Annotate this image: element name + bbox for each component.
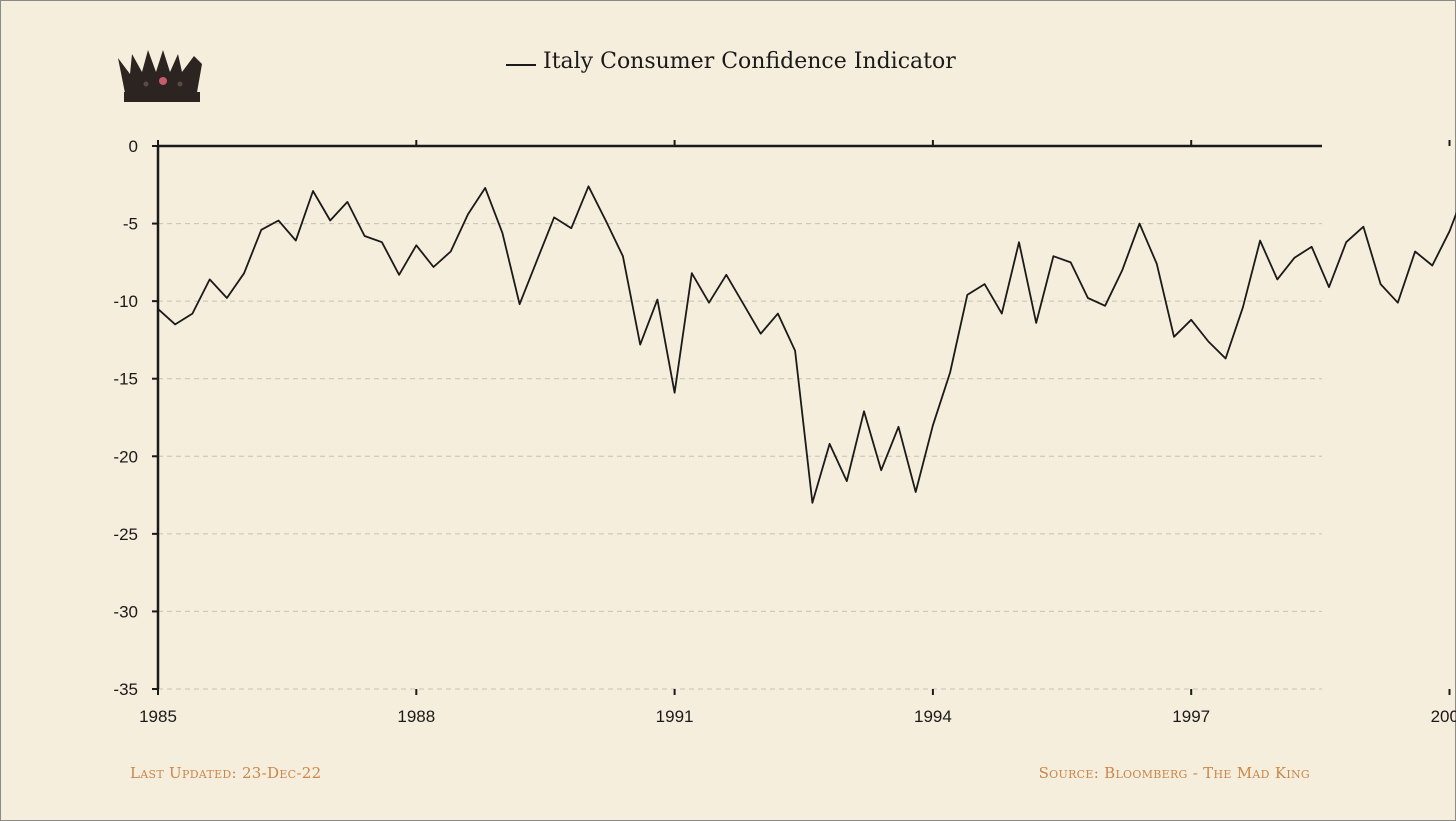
y-tick-label: -15: [113, 370, 138, 389]
chart-legend: Italy Consumer Confidence Indicator: [506, 49, 956, 74]
x-tick-label: 1991: [656, 707, 694, 726]
series-layer: [157, 185, 1456, 504]
x-tick-label: 1994: [914, 707, 952, 726]
source-label: Source: Bloomberg - The Mad King: [1038, 764, 1310, 782]
chart-title: Italy Consumer Confidence Indicator: [543, 49, 956, 74]
y-tick-label: -25: [113, 525, 138, 544]
y-tick-label: -5: [123, 215, 138, 234]
y-tick-label: -30: [113, 602, 138, 621]
last-updated-label: Last Updated: 23-Dec-22: [130, 764, 322, 782]
grid-layer: [158, 223, 1322, 690]
crown-icon: [118, 50, 202, 102]
series-line: [157, 185, 1456, 504]
x-tick-label: 1985: [139, 707, 177, 726]
x-tick-label: 1988: [397, 707, 435, 726]
x-tick-label: 2000: [1431, 707, 1456, 726]
x-tick-label: 1997: [1172, 707, 1210, 726]
y-tick-label: 0: [129, 137, 138, 156]
y-tick-label: -10: [113, 292, 138, 311]
y-tick-label: -20: [113, 447, 138, 466]
y-tick-label: -35: [113, 680, 138, 699]
